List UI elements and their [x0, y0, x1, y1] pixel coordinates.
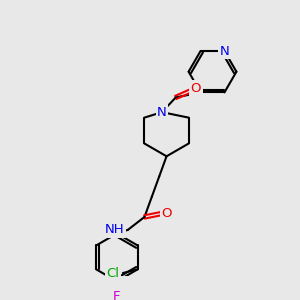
Text: NH: NH [105, 223, 124, 236]
Text: F: F [113, 290, 121, 300]
Text: O: O [161, 207, 172, 220]
Text: O: O [191, 82, 201, 95]
Text: Cl: Cl [106, 266, 119, 280]
Text: N: N [220, 44, 229, 58]
Text: N: N [157, 106, 167, 119]
